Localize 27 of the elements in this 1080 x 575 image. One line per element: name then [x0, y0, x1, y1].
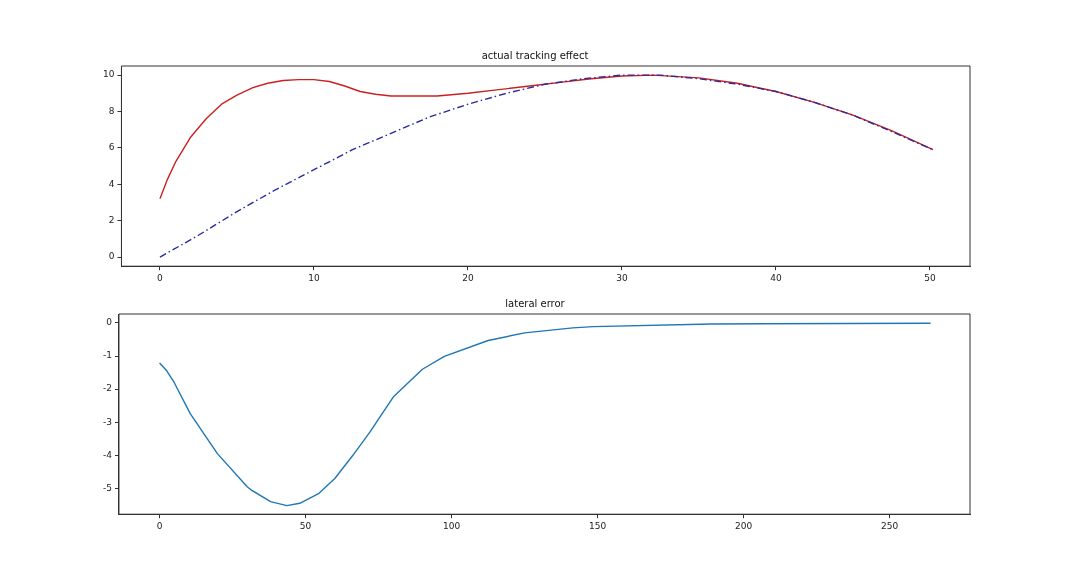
- y-tick-label: -5: [102, 482, 112, 493]
- y-tick-label: 10: [103, 69, 115, 80]
- x-tick-label: 100: [443, 520, 461, 531]
- y-tick-label: 6: [108, 142, 115, 153]
- y-tick-label: -3: [102, 416, 112, 427]
- y-tick-label: 4: [108, 178, 115, 189]
- chart-title: lateral error: [505, 297, 566, 309]
- x-tick-label: 50: [924, 272, 936, 283]
- x-tick-label: 0: [156, 520, 163, 531]
- y-tick-label: -1: [102, 350, 112, 361]
- x-tick-label: 150: [589, 520, 607, 531]
- y-tick-label: 2: [108, 215, 115, 226]
- line-series: [159, 74, 934, 258]
- x-tick-label: 50: [299, 520, 312, 531]
- chart-title: actual tracking effect: [481, 49, 589, 61]
- y-tick-label: -2: [102, 383, 112, 394]
- x-tick-label: 20: [462, 272, 474, 283]
- x-tick-label: 40: [770, 272, 782, 283]
- x-tick-label: 250: [881, 520, 899, 531]
- y-tick-label: 0: [106, 317, 113, 328]
- x-tick-label: 200: [735, 520, 753, 531]
- x-tick-label: 0: [157, 272, 164, 283]
- y-tick-label: 8: [108, 105, 115, 116]
- y-tick-label: 0: [108, 251, 115, 262]
- x-tick-label: 10: [308, 272, 320, 283]
- x-tick-label: 30: [616, 272, 628, 283]
- y-tick-label: -4: [102, 449, 113, 460]
